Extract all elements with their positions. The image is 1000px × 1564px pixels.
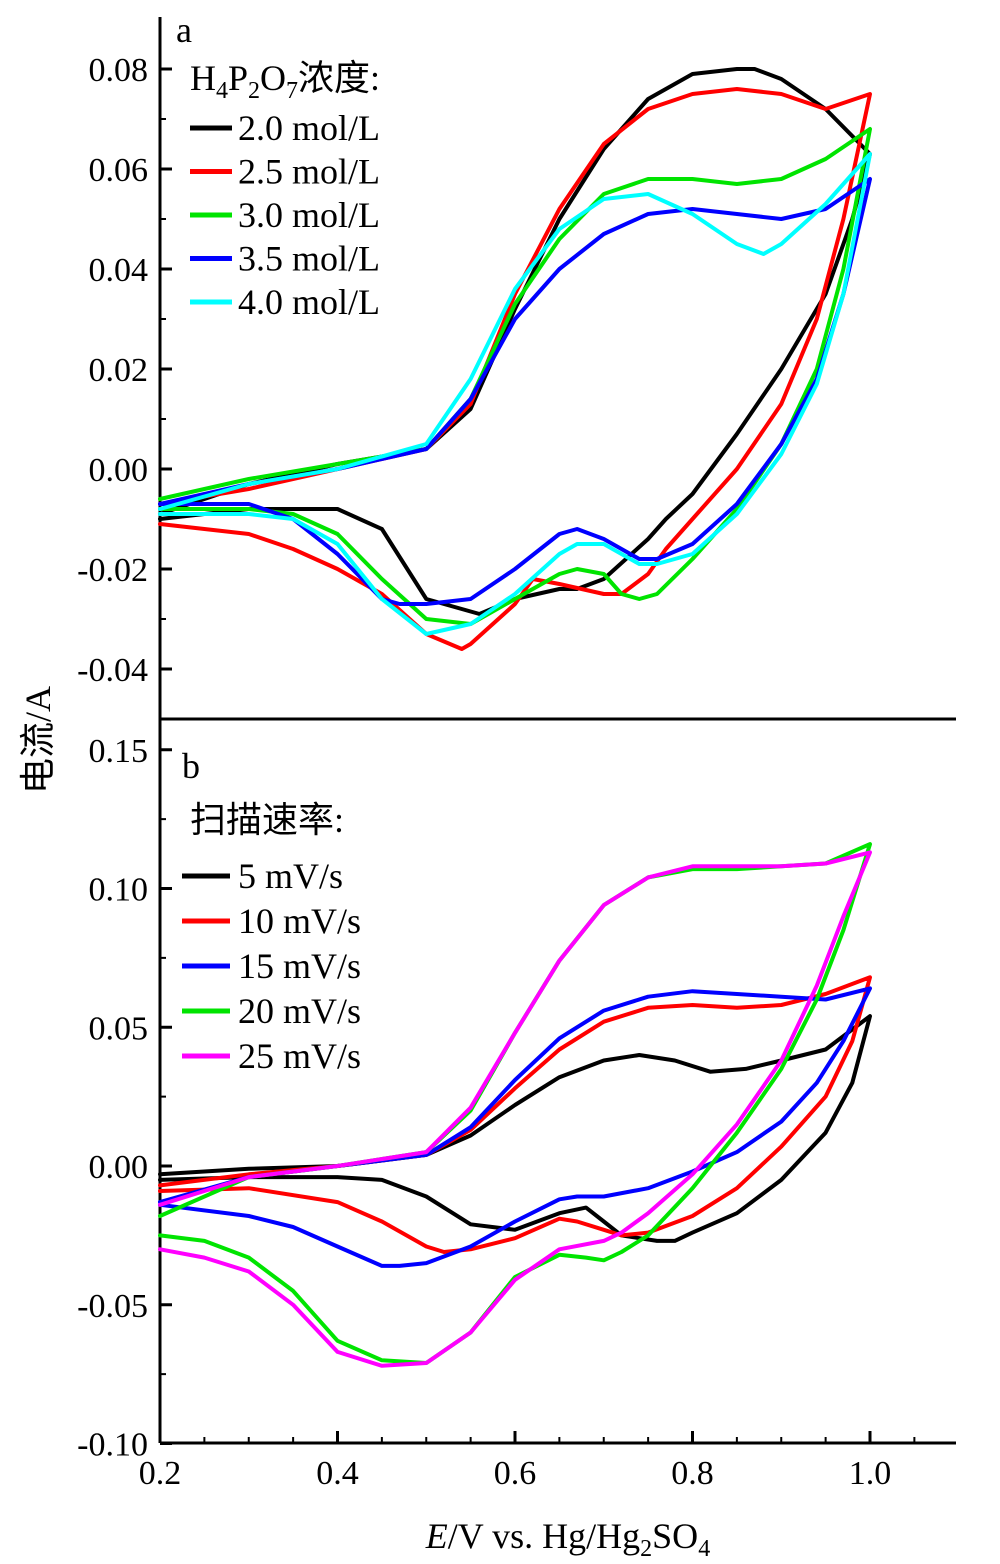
- legend-b-title: 扫描速率:: [190, 800, 344, 840]
- x-tick-label: 1.0: [849, 1455, 892, 1492]
- y-tick-label: 0.06: [89, 152, 149, 189]
- legend-label: 25 mV/s: [238, 1036, 361, 1076]
- legend-b: 5 mV/s 10 mV/s 15 mV/s 20 mV/s 25 mV/s: [182, 856, 361, 1076]
- panel-b-y-ticks: 0.15 0.10 0.05 0.00 -0.05 -0.10: [77, 733, 172, 1464]
- x-tick-label: 0.4: [316, 1455, 359, 1492]
- x-tick-label: 0.6: [494, 1455, 537, 1492]
- legend-label: 10 mV/s: [238, 901, 361, 941]
- legend-label: 3.5 mol/L: [238, 239, 380, 279]
- x-tick-label: 0.8: [671, 1455, 714, 1492]
- series-line: [158, 1014, 872, 1243]
- legend-a: 2.0 mol/L2.5 mol/L3.0 mol/L3.5 mol/L4.0 …: [190, 108, 380, 322]
- series-line: [158, 850, 872, 1368]
- y-tick-label: -0.10: [77, 1427, 148, 1464]
- legend-label: 2.5 mol/L: [238, 152, 380, 192]
- legend-a-title: H4P2O7浓度:: [190, 58, 380, 104]
- y-tick-label: -0.05: [77, 1288, 148, 1325]
- x-axis-ticks: 0.2 0.4 0.6 0.8 1.0: [139, 1431, 916, 1492]
- legend-label: 20 mV/s: [238, 991, 361, 1031]
- y-tick-label: 0.04: [89, 252, 149, 289]
- legend-label: 4.0 mol/L: [238, 282, 380, 322]
- panel-b-curves: [158, 842, 872, 1368]
- series-line: [158, 975, 872, 1254]
- panel-a-y-ticks: 0.08 0.06 0.04 0.02 0.00 -0.02 -0.04: [77, 52, 172, 689]
- y-tick-label: 0.05: [89, 1010, 149, 1047]
- y-axis-title: 电流/A: [18, 686, 58, 794]
- x-tick-label: 0.2: [139, 1455, 182, 1492]
- legend-label: 2.0 mol/L: [238, 108, 380, 148]
- legend-label: 5 mV/s: [238, 856, 343, 896]
- panel-a-letter: a: [176, 10, 192, 50]
- y-tick-label: 0.00: [89, 1149, 149, 1186]
- y-tick-label: -0.02: [77, 552, 148, 589]
- legend-label: 3.0 mol/L: [238, 195, 380, 235]
- y-tick-label: 0.00: [89, 452, 149, 489]
- panel-a-curves: [158, 67, 872, 651]
- y-tick-label: -0.04: [77, 652, 148, 689]
- y-tick-label: 0.15: [89, 733, 149, 770]
- x-axis-title: E/V vs. Hg/Hg2SO4: [425, 1516, 710, 1562]
- series-line: [158, 177, 872, 606]
- y-tick-label: 0.02: [89, 352, 149, 389]
- legend-label: 15 mV/s: [238, 946, 361, 986]
- series-line: [158, 986, 872, 1268]
- y-tick-label: 0.08: [89, 52, 149, 89]
- panel-b-letter: b: [182, 746, 200, 786]
- y-tick-label: 0.10: [89, 872, 149, 909]
- series-line: [158, 152, 872, 636]
- series-line: [158, 87, 872, 651]
